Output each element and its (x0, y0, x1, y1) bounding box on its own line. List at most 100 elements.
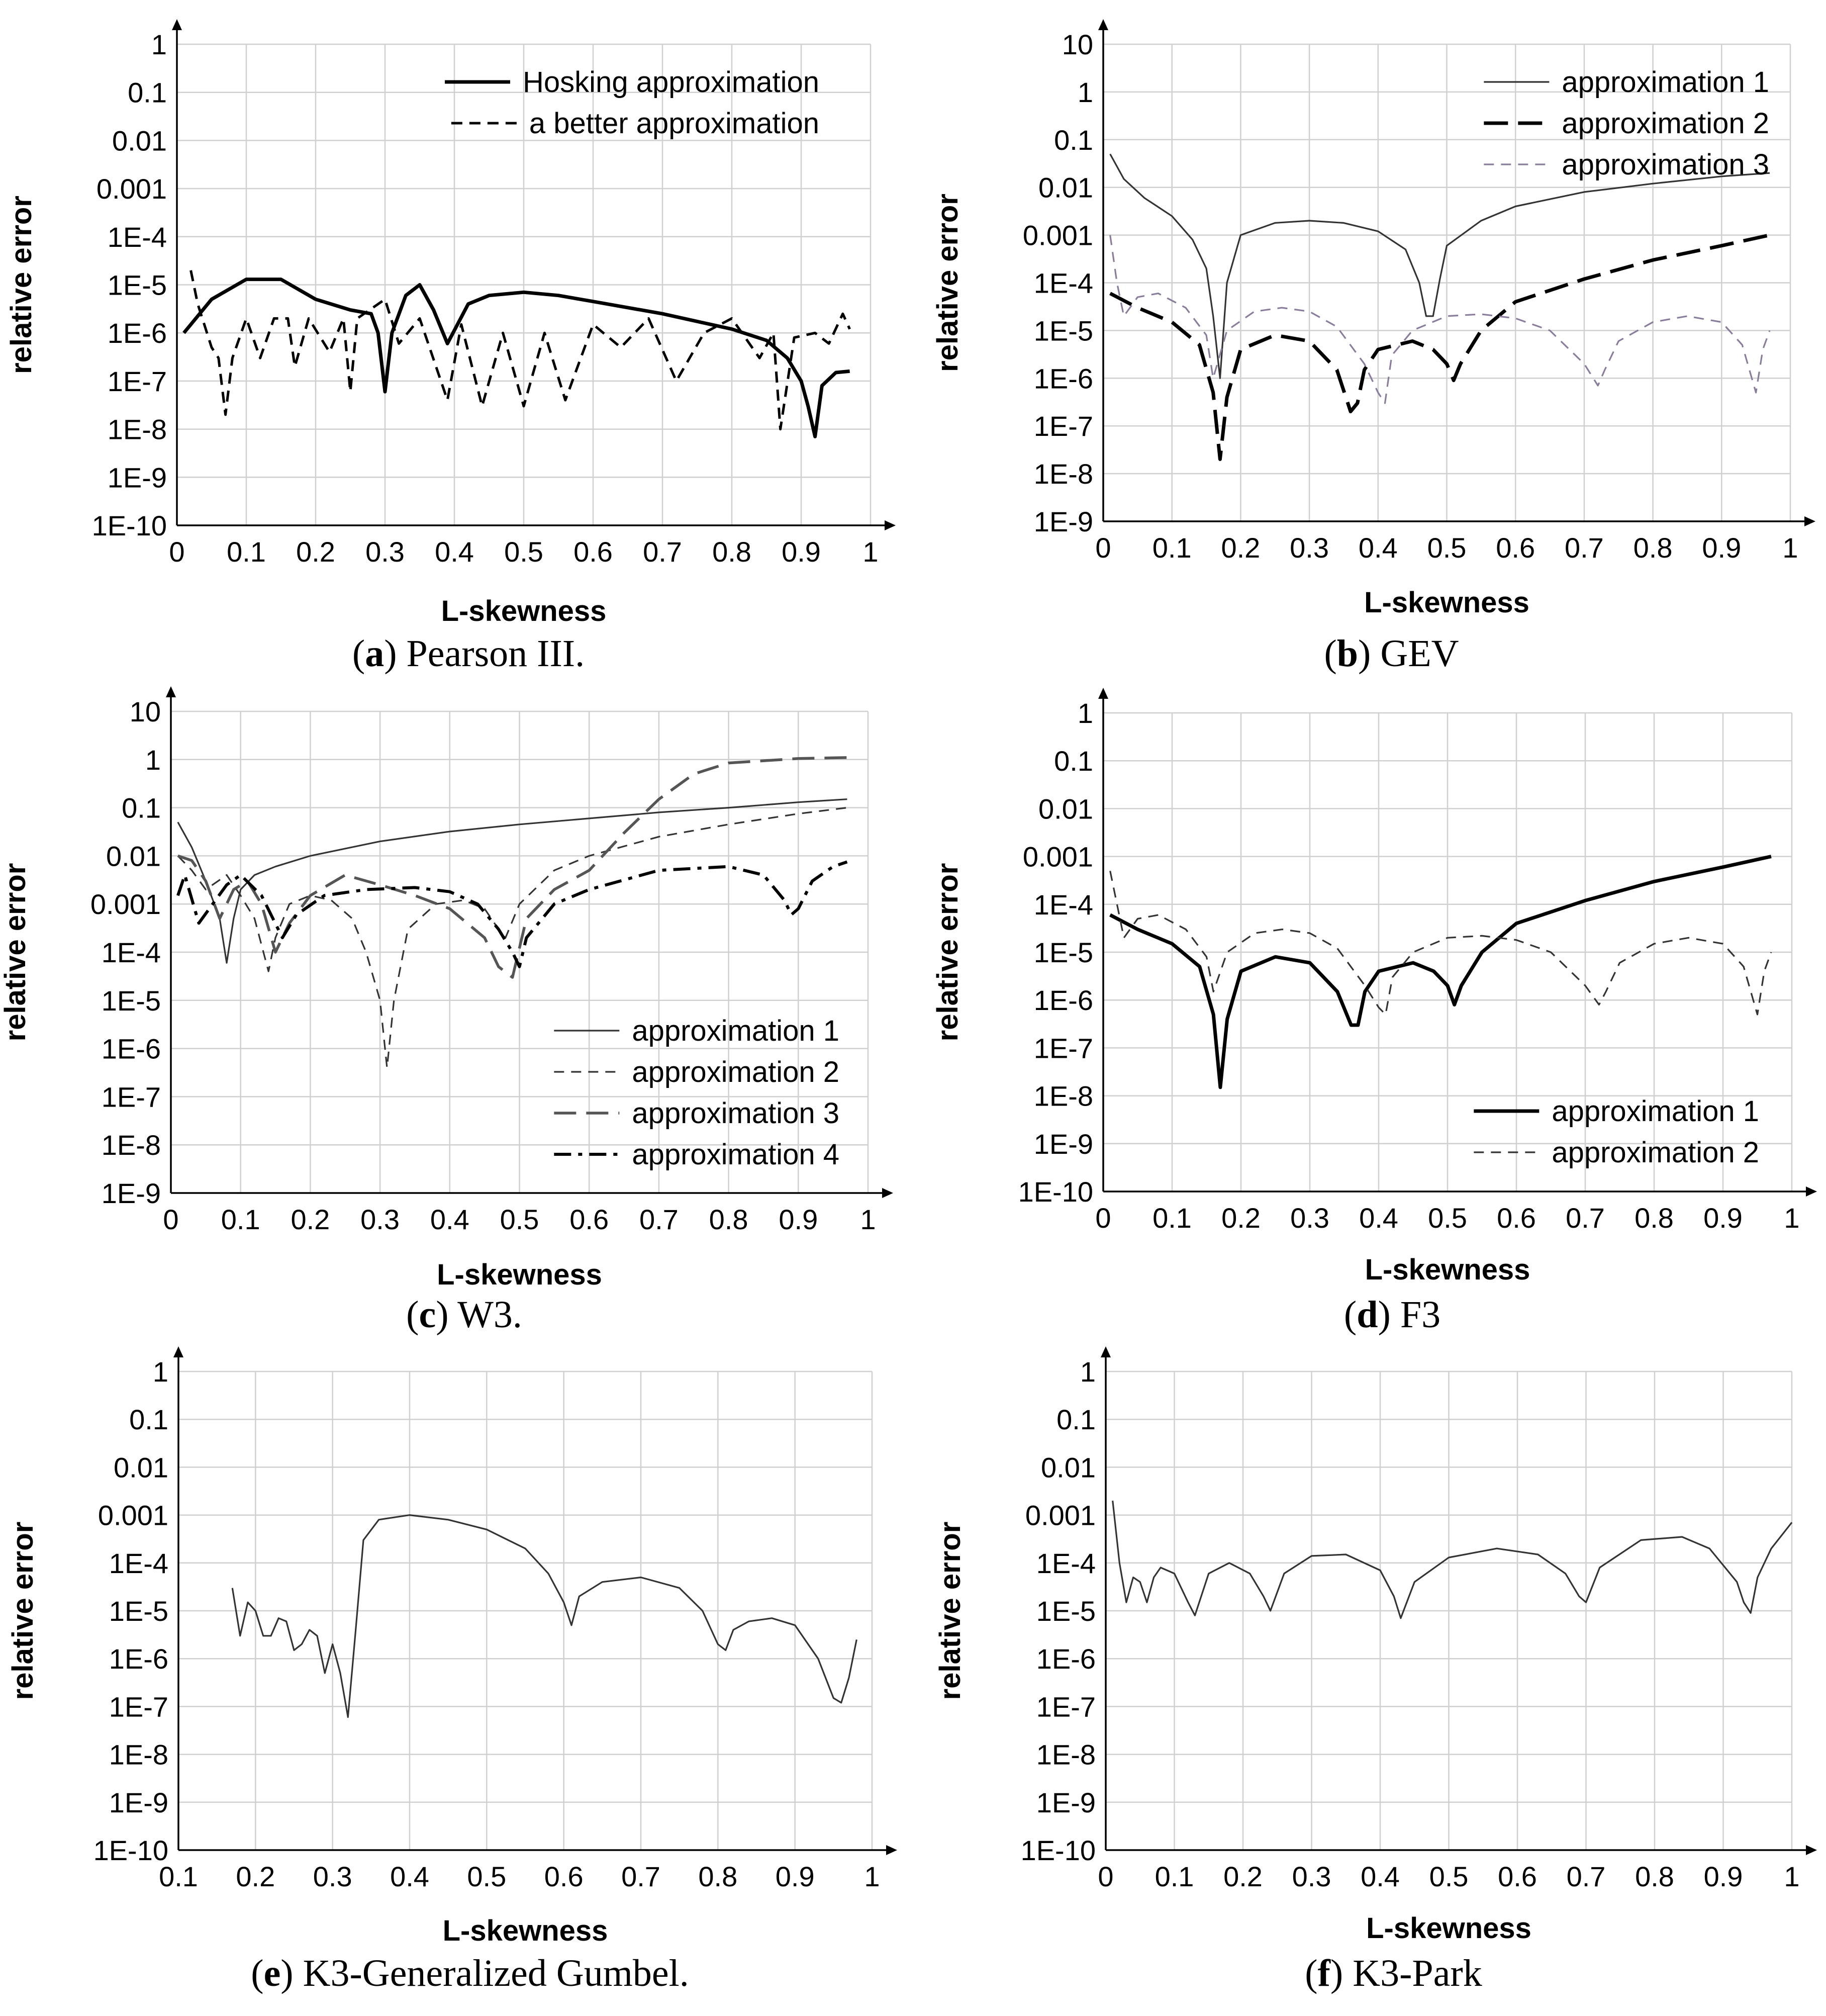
caption-letter: c (419, 1294, 436, 1336)
x-tick-label: 0.9 (1703, 1202, 1743, 1234)
caption-paren: ( (1324, 632, 1336, 675)
y-axis-arrow-icon (172, 19, 182, 30)
y-axis-title: relative error (7, 1522, 39, 1700)
x-tick-label: 0.7 (1566, 1202, 1605, 1234)
x-axis-title: L-skewness (1365, 1253, 1530, 1286)
x-tick-label: 0.3 (1292, 1861, 1331, 1892)
legend-label-1: approximation 1 (1552, 1095, 1759, 1128)
series-line-2 (1109, 870, 1772, 1016)
y-tick-label: 1E-10 (1021, 1835, 1096, 1866)
x-tick-label: 0.5 (1428, 1202, 1467, 1234)
legend-label-2: approximation 2 (632, 1056, 839, 1088)
series-line-3 (177, 756, 847, 979)
y-tick-label: 1E-4 (108, 221, 167, 253)
x-tick-label: 0.7 (1565, 532, 1604, 564)
x-tick-label: 0.4 (390, 1861, 429, 1892)
x-tick-label: 0.6 (1498, 1861, 1537, 1892)
y-tick-label: 1E-5 (108, 269, 167, 301)
legend: Hosking approximation a better approximat… (445, 66, 819, 140)
x-tick-label: 0.1 (227, 536, 266, 568)
series-line-2 (177, 807, 847, 1069)
y-tick-label: 0.01 (1041, 1451, 1096, 1483)
series-line-1 (231, 1514, 857, 1718)
x-axis-title: L-skewness (1364, 586, 1529, 619)
x-tick-label: 0.8 (1633, 532, 1673, 564)
figure-caption: (c) W3. (406, 1294, 522, 1336)
legend-label-2: a better approximation (529, 107, 819, 140)
x-axis-arrow-icon (886, 1845, 897, 1855)
caption-paren: ( (251, 1952, 263, 1994)
y-axis-arrow-icon (166, 686, 176, 697)
x-tick-label: 0.3 (313, 1861, 352, 1892)
y-tick-label: 1 (151, 29, 167, 60)
x-tick-label: 0.9 (776, 1861, 815, 1892)
caption-paren: ) (436, 1294, 448, 1336)
figure-caption: (f) K3-Park (1305, 1952, 1482, 1994)
y-tick-label: 1 (1078, 76, 1093, 108)
y-tick-label: 1E-6 (1034, 362, 1093, 394)
y-axis-title: relative error (934, 1522, 967, 1700)
x-tick-label: 0.5 (504, 536, 543, 568)
y-tick-label: 1E-5 (102, 985, 161, 1017)
x-tick-label: 0.7 (643, 536, 682, 568)
x-tick-label: 0.4 (1361, 1861, 1400, 1892)
x-tick-label: 0.8 (1635, 1202, 1674, 1234)
y-tick-label: 1E-8 (1034, 458, 1093, 490)
y-tick-label: 1E-9 (108, 462, 167, 493)
caption-letter: f (1318, 1952, 1331, 1994)
x-tick-label: 0.4 (1359, 532, 1398, 564)
y-tick-label: 1E-7 (1034, 410, 1093, 442)
y-tick-label: 1E-4 (1034, 267, 1093, 299)
y-tick-label: 1E-6 (108, 317, 167, 349)
x-axis-title: L-skewness (1366, 1912, 1531, 1945)
y-tick-label: 1E-6 (102, 1033, 161, 1065)
series-line-4 (176, 860, 848, 968)
y-tick-label: 1E-9 (109, 1787, 168, 1818)
legend: approximation 1 approximation 2 approximat… (554, 1015, 839, 1171)
x-tick-label: 0.1 (221, 1204, 260, 1235)
caption-paren: ) (280, 1952, 293, 1994)
y-tick-label: 0.1 (128, 77, 167, 109)
y-tick-label: 0.001 (1023, 220, 1093, 251)
y-tick-label: 1E-5 (109, 1595, 168, 1627)
x-tick-label: 0.9 (1704, 1861, 1743, 1892)
y-axis-arrow-icon (1098, 688, 1108, 699)
y-tick-label: 0.001 (98, 1500, 168, 1531)
y-tick-label: 1E-4 (109, 1547, 168, 1579)
y-tick-label: 1E-7 (102, 1081, 161, 1113)
legend-label-3: approximation 3 (1562, 148, 1769, 181)
caption-paren: ) (1378, 1294, 1391, 1336)
x-axis-arrow-icon (882, 1188, 893, 1198)
caption-paren: ( (352, 632, 365, 675)
x-tick-label: 0.1 (159, 1861, 198, 1892)
x-tick-label: 0.2 (1221, 1202, 1261, 1234)
y-axis-title: relative error (5, 196, 38, 374)
x-tick-label: 0.2 (296, 536, 335, 568)
x-axis-arrow-icon (885, 520, 896, 530)
y-tick-label: 0.01 (112, 125, 167, 156)
series-line-1 (177, 798, 847, 964)
y-tick-label: 0.01 (1038, 793, 1093, 824)
x-tick-label: 0.5 (467, 1861, 506, 1892)
y-tick-label: 0.1 (1054, 124, 1093, 156)
caption-text: GEV (1371, 632, 1459, 675)
caption-letter: e (264, 1952, 281, 1994)
caption-paren: ( (1344, 1294, 1357, 1336)
y-axis-title: relative error (931, 194, 964, 372)
chart-panel-d: 0 0.1 0.2 0.3 0.4 0.5 0.6 0.7 0.8 0.9 1 1E-10 1E-9 1E… (931, 688, 1817, 1336)
series-line-2 (1109, 233, 1770, 461)
y-tick-label: 1E-4 (1036, 1547, 1096, 1579)
x-tick-label: 0.7 (639, 1204, 679, 1235)
x-tick-label: 0.3 (1290, 1202, 1329, 1234)
x-tick-label: 0.5 (500, 1204, 539, 1235)
y-tick-label: 0.001 (1025, 1500, 1096, 1531)
y-tick-label: 1E-10 (92, 510, 167, 541)
x-tick-label: 0 (169, 536, 184, 568)
series-line-1 (182, 278, 850, 438)
x-tick-label: 0 (163, 1204, 178, 1235)
x-tick-label: 0.3 (365, 536, 405, 568)
caption-paren: ( (1305, 1952, 1317, 1994)
legend-label-1: Hosking approximation (523, 66, 819, 99)
y-tick-label: 1E-5 (1034, 315, 1093, 346)
